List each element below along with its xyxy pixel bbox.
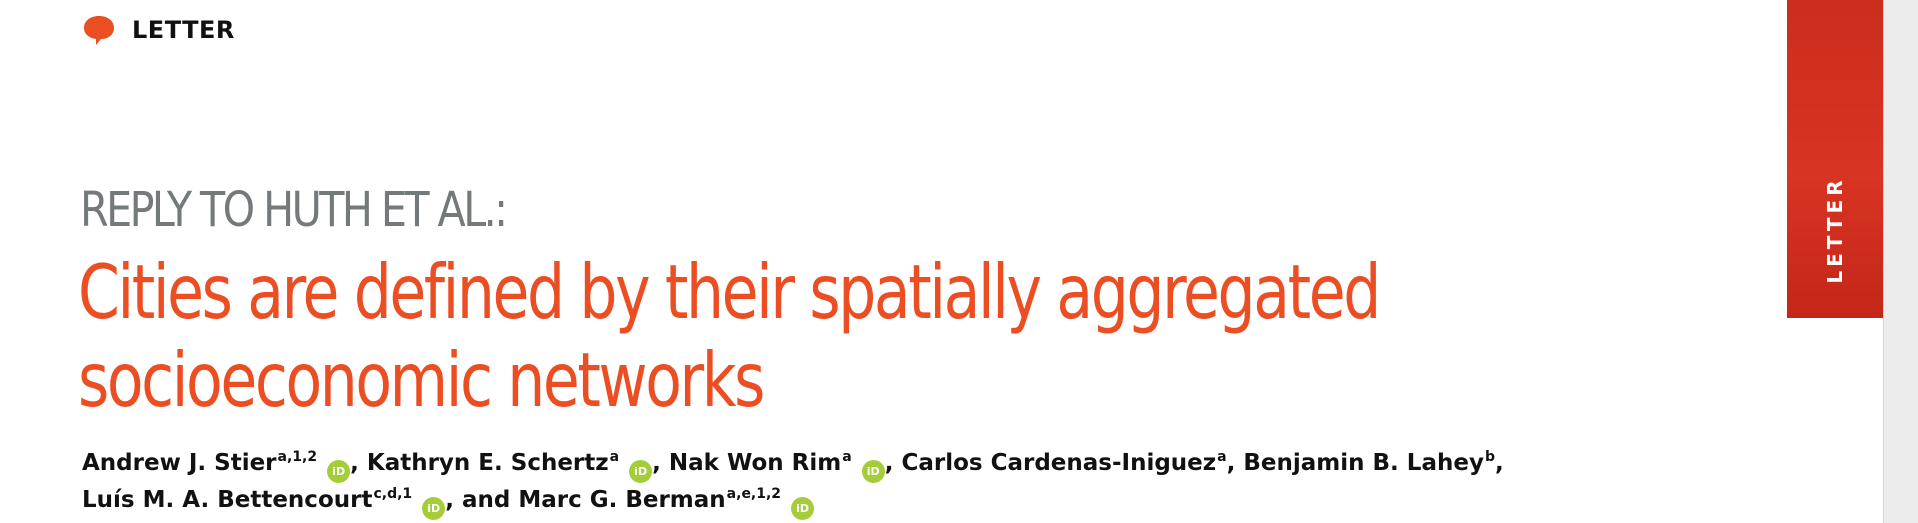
author: and Marc G. Bermana,e,1,2 iD [461,486,815,520]
author: Luís M. A. Bettencourtc,d,1 iD [82,486,446,520]
affiliation-marker: a [609,449,620,465]
author-name: Kathryn E. Schertz [366,450,609,476]
title-line-1: Cities are defined by their spatially ag… [78,248,1381,336]
orcid-icon[interactable]: iD [791,497,815,520]
author-name: Marc G. Berman [518,487,726,513]
side-tab-label: LETTER [1823,176,1847,284]
author-prefix: and [461,487,519,513]
affiliation-marker: c,d,1 [373,486,413,502]
author: Benjamin B. Laheyb [1243,450,1495,476]
article-type-label: LETTER [132,16,235,44]
title-line-2: socioeconomic networks [78,336,765,424]
author: Kathryn E. Schertza iD [366,449,653,483]
reply-kicker: REPLY TO HUTH ET AL.: [80,182,508,238]
author-name: Nak Won Rim [668,450,842,476]
author-name: Benjamin B. Lahey [1243,450,1484,476]
orcid-icon[interactable]: iD [327,460,351,483]
speech-bubble-icon [84,16,114,45]
affiliation-marker: b [1484,449,1495,465]
affiliation-marker: a [842,449,852,465]
orcid-icon[interactable]: iD [629,460,653,483]
author-name: Carlos Cardenas-Iniguez [901,450,1217,476]
author: Nak Won Rima iD [668,449,885,483]
page-edge [1883,0,1918,523]
orcid-icon[interactable]: iD [422,497,446,520]
article-type-header: LETTER [82,10,235,50]
author-name: Luís M. A. Bettencourt [82,487,373,513]
affiliation-marker: a,e,1,2 [726,486,782,502]
author: Andrew J. Stiera,1,2 iD [82,449,351,483]
author: Carlos Cardenas-Inigueza [901,450,1226,476]
affiliation-marker: a,1,2 [277,449,318,465]
article-title: Cities are defined by their spatially ag… [78,248,1381,424]
side-letter-tab: LETTER [1787,0,1883,318]
affiliation-marker: a [1217,449,1227,465]
author-list: Andrew J. Stiera,1,2 iD, Kathryn E. Sche… [82,446,1762,520]
author-name: Andrew J. Stier [82,450,277,476]
orcid-icon[interactable]: iD [861,460,885,483]
